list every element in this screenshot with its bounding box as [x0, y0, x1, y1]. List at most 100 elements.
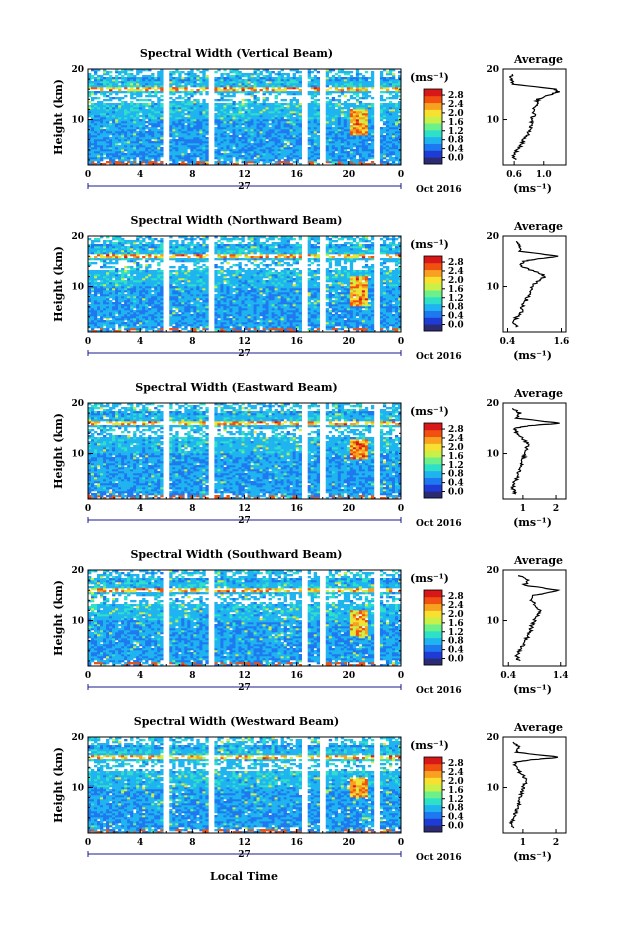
heatmap-cell	[109, 256, 113, 259]
heatmap-cell	[109, 91, 113, 94]
heatmap-cell	[97, 310, 101, 313]
heatmap-cell	[214, 135, 218, 138]
heatmap-cell	[169, 276, 173, 279]
heatmap-cell	[256, 131, 260, 134]
heatmap-cell	[277, 147, 281, 150]
heatmap-cell	[295, 159, 299, 162]
colorbar-tick-label: 0.4	[448, 145, 464, 155]
heatmap-cell	[136, 79, 140, 82]
heatmap-cell	[115, 163, 119, 166]
heatmap-cell	[226, 137, 230, 140]
heatmap-cell	[235, 71, 239, 74]
heatmap-cell	[139, 314, 143, 317]
heatmap-cell	[226, 83, 230, 86]
heatmap-cell	[115, 69, 119, 72]
heatmap-cell	[127, 288, 131, 291]
heatmap-cell	[394, 157, 399, 160]
heatmap-cell	[313, 75, 318, 78]
heatmap-cell	[238, 153, 242, 156]
heatmap-cell	[262, 105, 266, 108]
heatmap-cell	[313, 95, 318, 98]
heatmap-cell	[235, 73, 239, 76]
heatmap-cell	[346, 155, 351, 158]
heatmap-cell	[199, 153, 203, 156]
heatmap-cell	[379, 161, 384, 164]
heatmap-cell	[106, 298, 110, 301]
heatmap-cell	[214, 145, 218, 148]
heatmap-cell	[355, 135, 360, 138]
heatmap-cell	[382, 153, 387, 156]
heatmap-cell	[355, 99, 360, 102]
heatmap-cell	[331, 121, 336, 124]
heatmap-cell	[250, 133, 254, 136]
heatmap-cell	[337, 157, 342, 160]
heatmap-cell	[367, 131, 372, 134]
heatmap-cell	[277, 143, 281, 146]
heatmap-cell	[193, 157, 197, 160]
heatmap-cell	[307, 139, 312, 142]
heatmap-cell	[94, 276, 98, 279]
heatmap-cell	[325, 109, 330, 112]
heatmap-cell	[274, 163, 278, 166]
heatmap-cell	[340, 119, 345, 122]
heatmap-cell	[118, 276, 122, 279]
heatmap-cell	[271, 135, 275, 138]
heatmap-cell	[394, 163, 399, 166]
heatmap-cell	[103, 95, 107, 98]
heatmap-cell	[175, 113, 179, 116]
heatmap-cell	[133, 161, 137, 164]
heatmap-cell	[148, 308, 152, 311]
heatmap-cell	[91, 109, 95, 112]
heatmap-cell	[256, 85, 260, 88]
heatmap-cell	[298, 151, 302, 154]
heatmap-cell	[121, 71, 125, 74]
heatmap-cell	[139, 121, 143, 124]
heatmap-cell	[286, 121, 290, 124]
heatmap-cell	[115, 71, 119, 74]
heatmap-cell	[109, 240, 113, 243]
heatmap-cell	[310, 137, 315, 140]
heatmap-cell	[109, 306, 113, 309]
heatmap-cell	[358, 151, 363, 154]
heatmap-cell	[316, 121, 321, 124]
heatmap-cell	[115, 302, 119, 305]
heatmap-cell	[139, 252, 143, 255]
heatmap-cell	[154, 326, 158, 329]
heatmap-cell	[169, 85, 173, 88]
heatmap-cell	[331, 141, 336, 144]
heatmap-cell	[202, 153, 206, 156]
heatmap-cell	[88, 75, 92, 78]
heatmap-cell	[385, 141, 390, 144]
heatmap-cell	[370, 71, 375, 74]
heatmap-cell	[115, 278, 119, 281]
heatmap-cell	[397, 147, 402, 150]
heatmap-cell	[223, 123, 227, 126]
heatmap-cell	[142, 244, 146, 247]
heatmap-cell	[124, 286, 128, 289]
heatmap-cell	[130, 322, 134, 325]
heatmap-cell	[127, 320, 131, 323]
heatmap-cell	[370, 75, 375, 78]
heatmap-cell	[325, 149, 330, 152]
heatmap-cell	[112, 316, 116, 319]
heatmap-cell	[367, 139, 372, 142]
heatmap-cell	[232, 101, 236, 104]
heatmap-cell	[394, 119, 399, 122]
heatmap-cell	[328, 157, 333, 160]
heatmap-cell	[118, 71, 122, 74]
heatmap-cell	[340, 135, 345, 138]
heatmap-cell	[148, 300, 152, 303]
heatmap-cell	[253, 99, 257, 102]
heatmap-cell	[259, 145, 263, 148]
heatmap-cell	[202, 127, 206, 130]
heatmap-cell	[106, 137, 110, 140]
heatmap-cell	[361, 139, 366, 142]
heatmap-cell	[136, 310, 140, 313]
heatmap-cell	[94, 111, 98, 114]
heatmap-cell	[286, 141, 290, 144]
heatmap-cell	[187, 127, 191, 130]
heatmap-cell	[184, 91, 188, 94]
heatmap-cell	[397, 75, 402, 78]
heatmap-cell	[382, 137, 387, 140]
heatmap-cell	[298, 93, 302, 96]
